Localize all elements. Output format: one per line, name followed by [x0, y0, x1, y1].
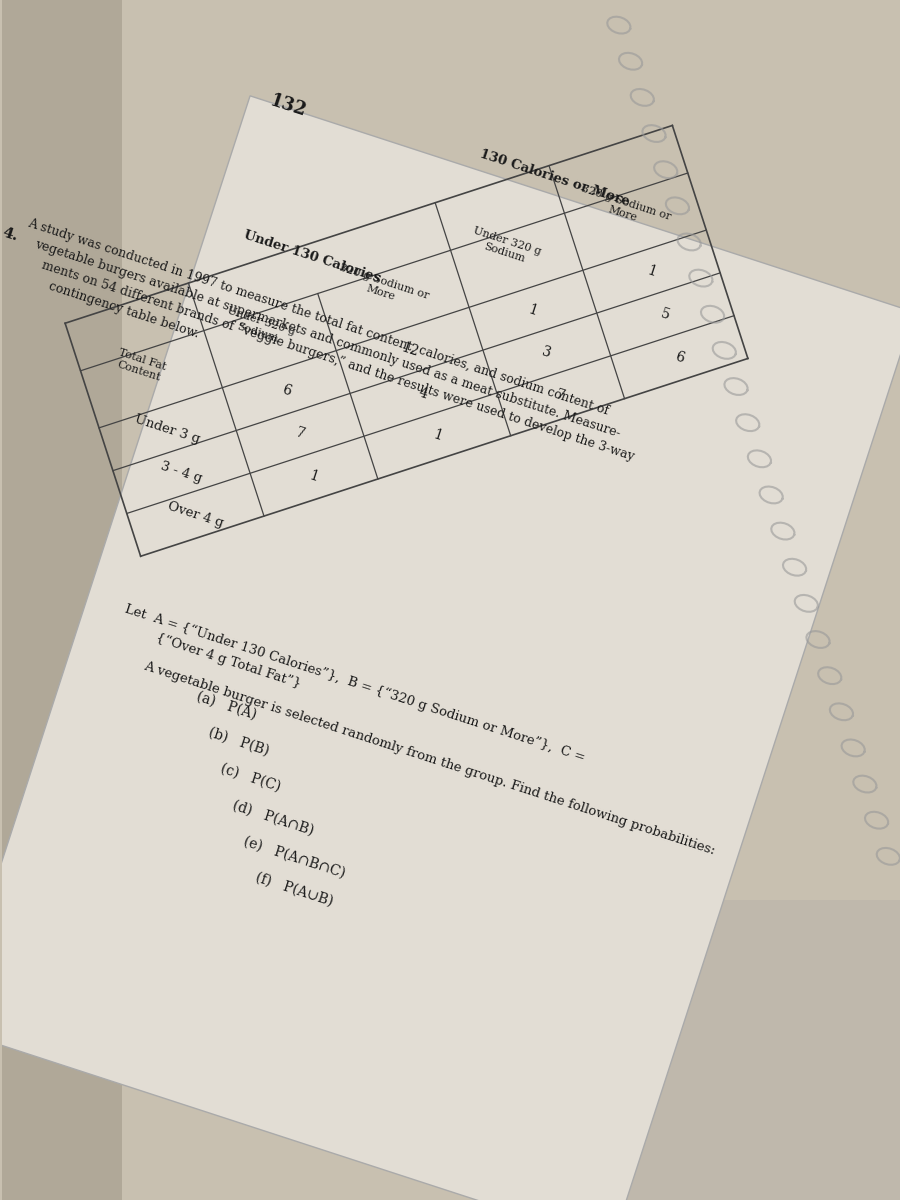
Text: 1: 1 [526, 302, 539, 318]
Text: Under 320 g
Sodium: Under 320 g Sodium [222, 306, 296, 348]
Text: 132: 132 [267, 91, 309, 120]
Text: (e)   P(A∩B∩C): (e) P(A∩B∩C) [242, 834, 347, 880]
Text: ments on 54 different brands of “veggie burgers,” and the results were used to d: ments on 54 different brands of “veggie … [40, 258, 636, 463]
Text: Under 130 Calories: Under 130 Calories [242, 228, 382, 284]
Text: (b)   P(B): (b) P(B) [207, 726, 271, 758]
Text: 1: 1 [431, 428, 444, 444]
Text: 7: 7 [293, 425, 307, 442]
Text: Under 320 g
Sodium: Under 320 g Sodium [469, 226, 543, 268]
Text: Over 4 g: Over 4 g [166, 499, 225, 530]
Text: 6: 6 [673, 349, 686, 365]
Text: 1: 1 [645, 264, 658, 280]
Text: 12: 12 [399, 341, 420, 360]
Text: Under 3 g: Under 3 g [133, 413, 202, 446]
Text: 320 g Sodium or
More: 320 g Sodium or More [576, 184, 672, 233]
Polygon shape [600, 900, 900, 1200]
Text: Let  A = {“Under 130 Calories”},  B = {“320 g Sodium or More”},  C =: Let A = {“Under 130 Calories”}, B = {“32… [123, 602, 587, 764]
Text: 7: 7 [554, 388, 567, 404]
Text: 320 g Sodium or
More: 320 g Sodium or More [335, 262, 430, 312]
Text: (a)   P(A): (a) P(A) [195, 690, 259, 722]
Text: vegetable burgers available at supermarkets and commonly used as a meat substitu: vegetable burgers available at supermark… [33, 238, 622, 440]
Text: (c)   P(C): (c) P(C) [219, 762, 283, 794]
Text: contingency table below.: contingency table below. [47, 280, 201, 341]
Text: 6: 6 [280, 383, 292, 398]
Text: Total Fat
Content: Total Fat Content [113, 348, 167, 384]
Text: 3: 3 [541, 344, 554, 361]
Polygon shape [0, 96, 900, 1200]
Text: (d)   P(A∩B): (d) P(A∩B) [230, 798, 315, 838]
Polygon shape [2, 0, 122, 1200]
Text: 1: 1 [308, 468, 320, 484]
Text: 4.: 4. [1, 226, 20, 244]
Text: 130 Calories or More: 130 Calories or More [478, 148, 631, 209]
Text: 3 - 4 g: 3 - 4 g [159, 460, 203, 485]
Text: {“Over 4 g Total Fat”}: {“Over 4 g Total Fat”} [130, 624, 302, 691]
Text: A study was conducted in 1997 to measure the total fat content, calories, and so: A study was conducted in 1997 to measure… [27, 217, 611, 418]
Text: 5: 5 [659, 306, 671, 323]
Text: 4: 4 [417, 385, 430, 401]
Text: A vegetable burger is selected randomly from the group. Find the following proba: A vegetable burger is selected randomly … [142, 660, 716, 858]
Text: (f)   P(A∪B): (f) P(A∪B) [254, 870, 335, 908]
